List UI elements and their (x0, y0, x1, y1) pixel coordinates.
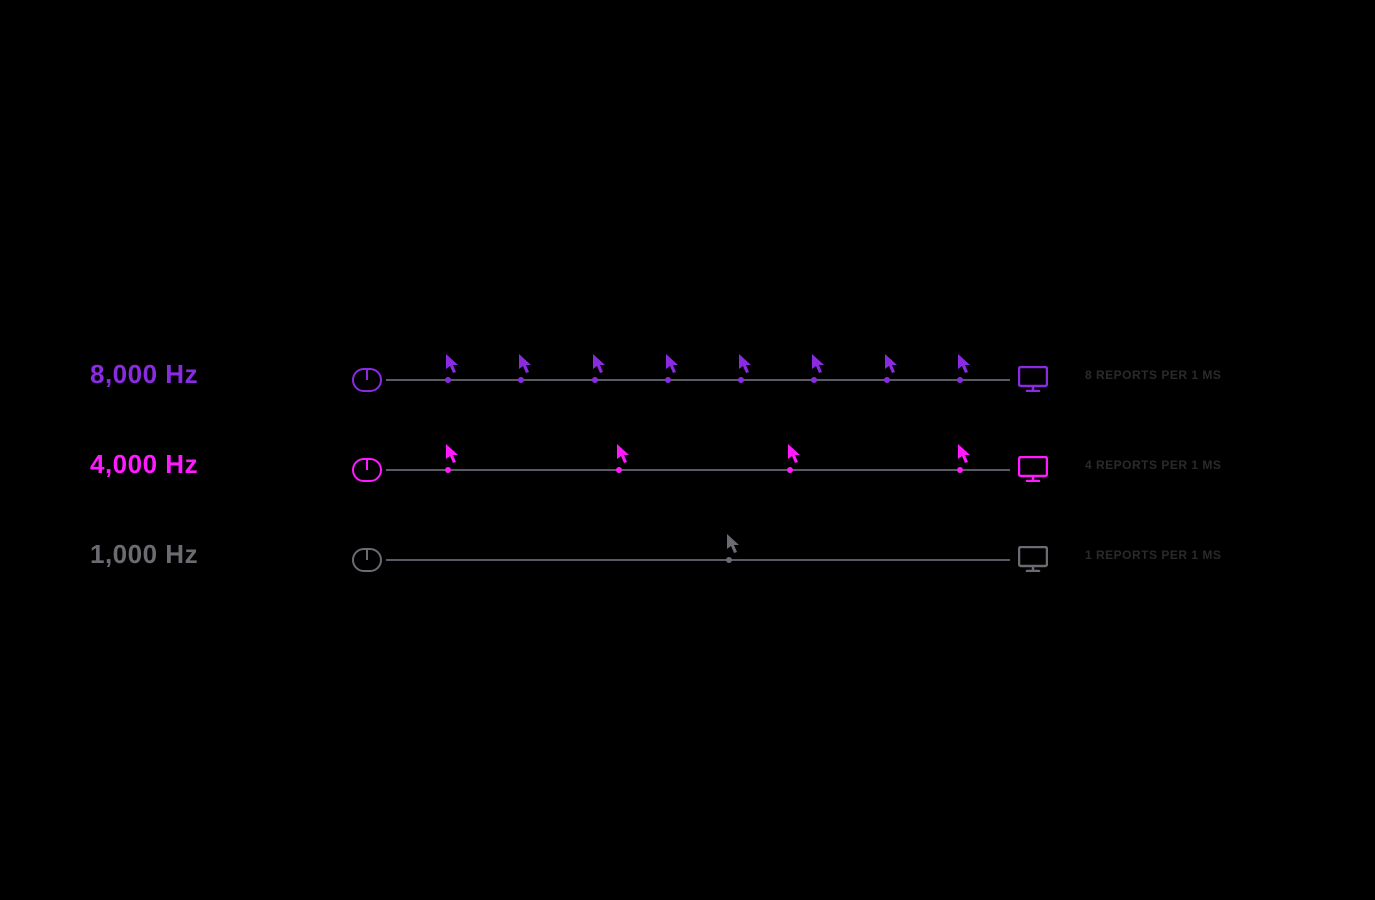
cursor-icon (617, 444, 631, 469)
polling-rate-diagram: 8,000 Hz 8 REPORTS PER 1 MS 4,000 Hz 4 REP… (0, 0, 1375, 900)
cursor-icon (958, 354, 972, 379)
timeline-track (386, 379, 1010, 381)
cursor-icon (788, 444, 802, 469)
monitor-icon (1018, 456, 1048, 487)
rate-row: 4,000 Hz 4 REPORTS PER 1 MS (0, 440, 1375, 530)
cursor-icon (812, 354, 826, 379)
cursor-icon (446, 354, 460, 379)
cursor-icon (446, 444, 460, 469)
reports-description: 4 REPORTS PER 1 MS (1085, 458, 1375, 472)
cursor-icon (519, 354, 533, 379)
cursor-icon (666, 354, 680, 379)
cursor-icon (739, 354, 753, 379)
cursor-icon (958, 444, 972, 469)
monitor-icon (1018, 366, 1048, 397)
rate-row: 8,000 Hz 8 REPORTS PER 1 MS (0, 350, 1375, 440)
mouse-icon (352, 548, 382, 577)
timeline-track (386, 559, 1010, 561)
mouse-icon (352, 458, 382, 487)
reports-description: 1 REPORTS PER 1 MS (1085, 548, 1375, 562)
monitor-icon (1018, 546, 1048, 577)
reports-description: 8 REPORTS PER 1 MS (1085, 368, 1375, 382)
cursor-icon (593, 354, 607, 379)
timeline-track (386, 469, 1010, 471)
cursor-icon (727, 534, 741, 559)
cursor-icon (885, 354, 899, 379)
frequency-label: 8,000 Hz (90, 359, 310, 390)
mouse-icon (352, 368, 382, 397)
frequency-label: 4,000 Hz (90, 449, 310, 480)
rate-row: 1,000 Hz 1 REPORTS PER 1 MS (0, 530, 1375, 620)
frequency-label: 1,000 Hz (90, 539, 310, 570)
